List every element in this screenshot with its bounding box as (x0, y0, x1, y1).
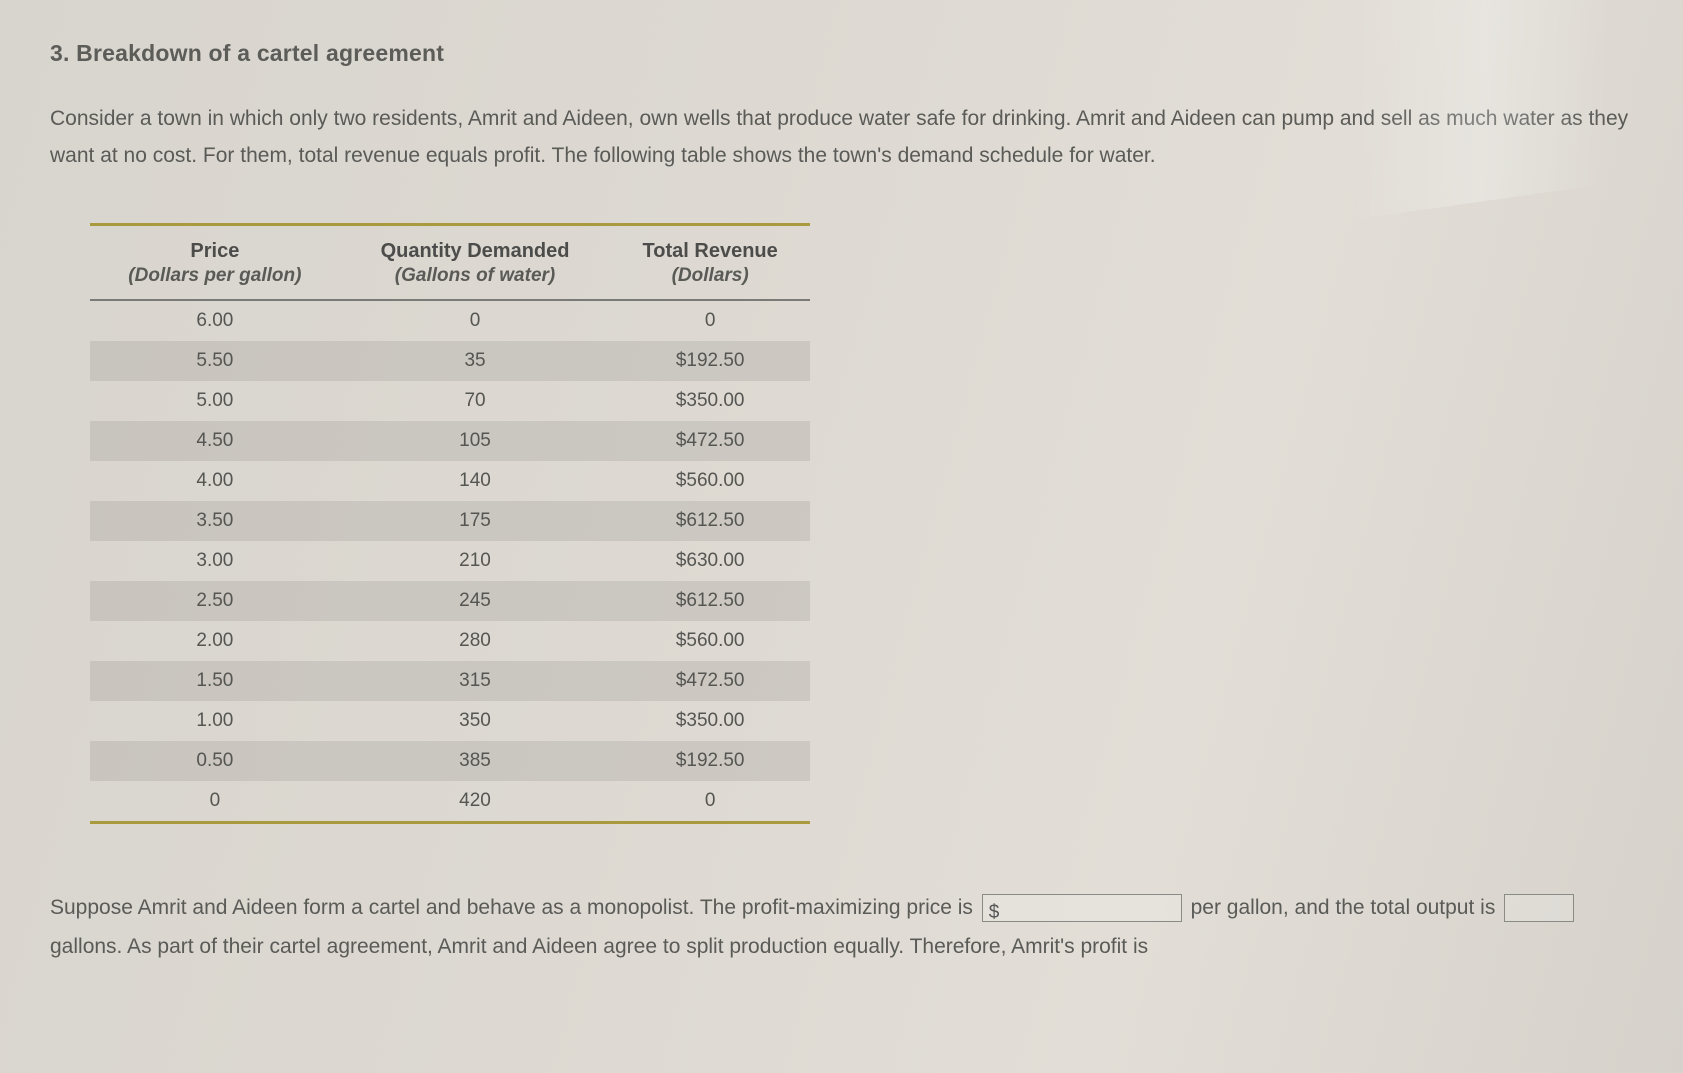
col-price-title: Price (190, 240, 239, 262)
cell-qty: 210 (340, 541, 611, 581)
table-header-row: Price (Dollars per gallon) Quantity Dema… (90, 224, 810, 300)
followup-question: Suppose Amrit and Aideen form a cartel a… (50, 888, 1633, 968)
cell-rev: $630.00 (610, 541, 810, 581)
q-text-1: Suppose Amrit and Aideen form a cartel a… (50, 896, 979, 919)
cell-qty: 140 (340, 461, 611, 501)
col-rev-sub: (Dollars) (618, 263, 802, 297)
cell-price: 4.50 (90, 421, 340, 461)
table-row: 2.00280$560.00 (90, 621, 810, 661)
col-qty-sub: (Gallons of water) (348, 263, 603, 297)
cell-price: 0.50 (90, 741, 340, 781)
cell-rev: $612.50 (610, 501, 810, 541)
cell-price: 2.00 (90, 621, 340, 661)
table-row: 1.50315$472.50 (90, 661, 810, 701)
cell-price: 1.00 (90, 701, 340, 741)
col-qty: Quantity Demanded (Gallons of water) (340, 224, 611, 300)
cell-price: 2.50 (90, 581, 340, 621)
cell-qty: 350 (340, 701, 611, 741)
cell-price: 4.00 (90, 461, 340, 501)
cell-rev: $560.00 (610, 461, 810, 501)
cell-rev: 0 (610, 300, 810, 341)
cell-rev: $350.00 (610, 381, 810, 421)
cell-qty: 35 (340, 341, 611, 381)
q-text-2: per gallon, and the total output is (1191, 896, 1502, 919)
cell-rev: 0 (610, 781, 810, 823)
cell-rev: $350.00 (610, 701, 810, 741)
table-row: 5.5035$192.50 (90, 341, 810, 381)
cell-rev: $472.50 (610, 421, 810, 461)
table-row: 6.0000 (90, 300, 810, 341)
cell-qty: 105 (340, 421, 611, 461)
cell-qty: 385 (340, 741, 611, 781)
intro-paragraph: Consider a town in which only two reside… (50, 101, 1630, 175)
cell-rev: $612.50 (610, 581, 810, 621)
dollar-prefix: $ (989, 902, 1000, 923)
table-row: 3.00210$630.00 (90, 541, 810, 581)
table-row: 1.00350$350.00 (90, 701, 810, 741)
cell-rev: $560.00 (610, 621, 810, 661)
col-rev: Total Revenue (Dollars) (610, 224, 810, 300)
question-heading: 3. Breakdown of a cartel agreement (50, 40, 1633, 67)
cell-qty: 70 (340, 381, 611, 421)
table-row: 3.50175$612.50 (90, 501, 810, 541)
cell-qty: 175 (340, 501, 611, 541)
col-price: Price (Dollars per gallon) (90, 224, 340, 300)
table-row: 04200 (90, 781, 810, 823)
table-row: 0.50385$192.50 (90, 741, 810, 781)
table-row: 4.00140$560.00 (90, 461, 810, 501)
table-row: 2.50245$612.50 (90, 581, 810, 621)
col-qty-title: Quantity Demanded (381, 240, 570, 262)
demand-table: Price (Dollars per gallon) Quantity Dema… (90, 223, 810, 824)
cell-rev: $192.50 (610, 741, 810, 781)
col-rev-title: Total Revenue (643, 240, 778, 262)
cell-price: 0 (90, 781, 340, 823)
cell-qty: 315 (340, 661, 611, 701)
cell-price: 3.00 (90, 541, 340, 581)
cell-qty: 280 (340, 621, 611, 661)
cell-price: 3.50 (90, 501, 340, 541)
table-row: 4.50105$472.50 (90, 421, 810, 461)
table-body: 6.00005.5035$192.505.0070$350.004.50105$… (90, 300, 810, 823)
col-price-sub: (Dollars per gallon) (98, 263, 332, 297)
cell-qty: 0 (340, 300, 611, 341)
q-text-3: gallons. As part of their cartel agreeme… (50, 935, 1148, 958)
cell-price: 5.50 (90, 341, 340, 381)
cell-price: 5.00 (90, 381, 340, 421)
table-row: 5.0070$350.00 (90, 381, 810, 421)
cell-qty: 245 (340, 581, 611, 621)
cell-rev: $472.50 (610, 661, 810, 701)
cell-price: 6.00 (90, 300, 340, 341)
price-input[interactable]: $ (982, 894, 1182, 922)
cell-rev: $192.50 (610, 341, 810, 381)
quantity-input[interactable] (1504, 894, 1574, 922)
demand-table-container: Price (Dollars per gallon) Quantity Dema… (90, 223, 810, 824)
cell-price: 1.50 (90, 661, 340, 701)
cell-qty: 420 (340, 781, 611, 823)
